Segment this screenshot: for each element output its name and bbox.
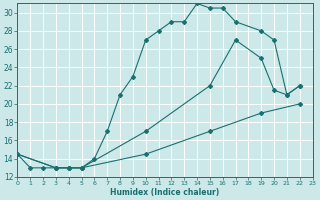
- X-axis label: Humidex (Indice chaleur): Humidex (Indice chaleur): [110, 188, 220, 197]
